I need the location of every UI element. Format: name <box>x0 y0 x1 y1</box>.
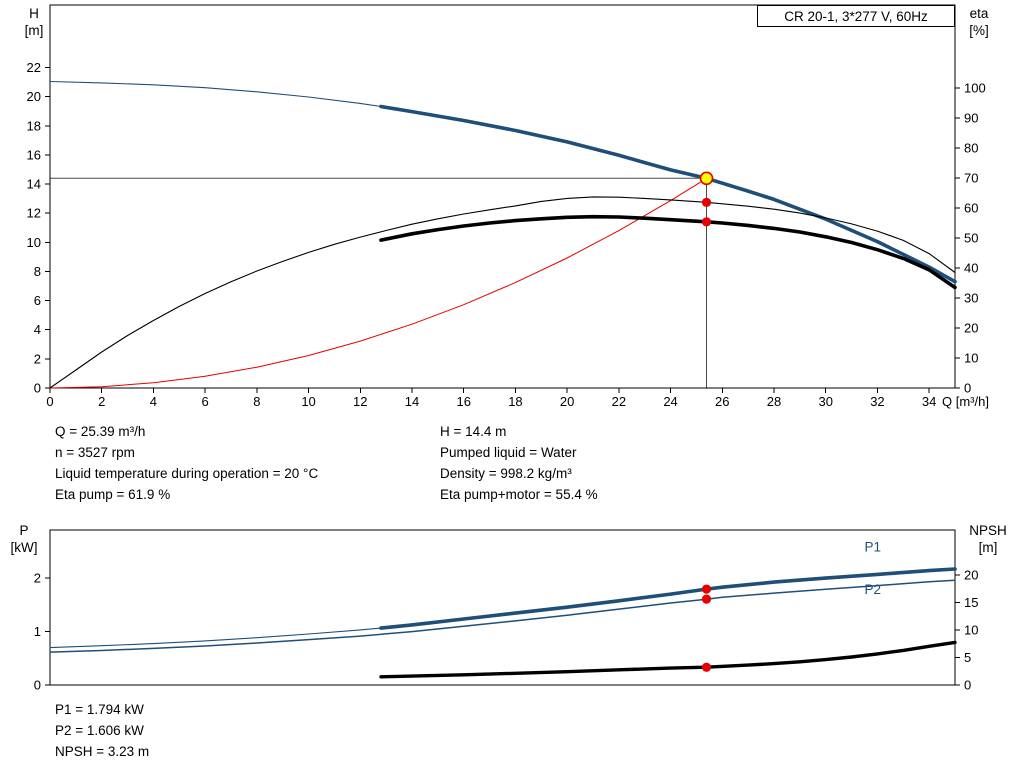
svg-text:0: 0 <box>964 381 971 396</box>
svg-text:80: 80 <box>964 141 978 156</box>
svg-text:16: 16 <box>27 147 41 162</box>
npsh-point <box>701 662 712 672</box>
svg-text:10: 10 <box>27 235 41 250</box>
svg-text:30: 30 <box>818 394 832 409</box>
p1-point <box>701 584 712 594</box>
info-head: H = 14.4 m <box>440 424 507 439</box>
svg-text:24: 24 <box>663 394 677 409</box>
eta-pump-curve <box>49 196 956 389</box>
svg-text:14: 14 <box>27 177 41 192</box>
p2-curve <box>49 579 956 653</box>
info-column-right: H = 14.4 m Pumped liquid = Water Density… <box>440 421 598 505</box>
svg-text:20: 20 <box>964 568 978 583</box>
info-density: Density = 998.2 kg/m³ <box>440 466 572 481</box>
svg-text:10: 10 <box>964 623 978 638</box>
svg-text:12: 12 <box>27 206 41 221</box>
p1-curve-low-flow <box>49 627 382 649</box>
npsh-curve <box>379 640 957 679</box>
svg-text:5: 5 <box>964 650 971 665</box>
eta-pump-motor-point <box>701 217 712 227</box>
npsh-axis-title: NPSH [m] <box>960 522 1016 556</box>
svg-text:60: 60 <box>964 201 978 216</box>
info-eta-pump: Eta pump = 61.9 % <box>55 487 171 502</box>
npsh-axis-unit: [m] <box>978 540 998 555</box>
info-flow: Q = 25.39 m³/h <box>55 424 146 439</box>
info-temperature: Liquid temperature during operation = 20… <box>55 466 319 481</box>
eta-axis-title: eta [%] <box>956 5 1002 39</box>
svg-text:4: 4 <box>150 394 157 409</box>
svg-text:1: 1 <box>34 624 41 639</box>
npsh-axis-label: NPSH <box>969 523 1007 538</box>
svg-text:6: 6 <box>202 394 209 409</box>
svg-text:20: 20 <box>27 89 41 104</box>
svg-text:16: 16 <box>456 394 470 409</box>
h-axis-unit: [m] <box>24 23 44 38</box>
svg-text:2: 2 <box>34 571 41 586</box>
svg-text:40: 40 <box>964 261 978 276</box>
eta-axis-unit: [%] <box>969 23 989 38</box>
svg-text:28: 28 <box>767 394 781 409</box>
p-axis-unit: [kW] <box>10 540 38 555</box>
info-speed: n = 3527 rpm <box>55 445 135 460</box>
svg-text:12: 12 <box>353 394 367 409</box>
svg-text:10: 10 <box>301 394 315 409</box>
info-eta-pump-motor: Eta pump+motor = 55.4 % <box>440 487 598 502</box>
svg-text:14: 14 <box>405 394 419 409</box>
svg-text:8: 8 <box>34 264 41 279</box>
results-block: P1 = 1.794 kW P2 = 1.606 kW NPSH = 3.23 … <box>55 699 149 762</box>
h-axis-label: H <box>29 6 39 21</box>
svg-text:2: 2 <box>98 394 105 409</box>
svg-text:32: 32 <box>870 394 884 409</box>
system-curve <box>49 177 707 389</box>
p1-curve <box>379 567 957 630</box>
result-p2: P2 = 1.606 kW <box>55 723 144 738</box>
series-label-p1: P1 <box>865 539 882 554</box>
svg-text:100: 100 <box>964 81 986 96</box>
svg-text:4: 4 <box>34 322 41 337</box>
svg-text:20: 20 <box>964 321 978 336</box>
svg-text:2: 2 <box>34 351 41 366</box>
svg-text:6: 6 <box>34 293 41 308</box>
svg-text:15: 15 <box>964 595 978 610</box>
svg-text:0: 0 <box>34 678 41 693</box>
svg-text:20: 20 <box>560 394 574 409</box>
result-npsh: NPSH = 3.23 m <box>55 744 150 759</box>
pump-title-box: CR 20-1, 3*277 V, 60Hz <box>757 5 955 27</box>
svg-text:22: 22 <box>27 60 41 75</box>
series-label-p2: P2 <box>865 582 882 597</box>
head-curve-low-flow <box>49 80 382 108</box>
svg-text:90: 90 <box>964 111 978 126</box>
svg-text:34: 34 <box>922 394 936 409</box>
svg-text:10: 10 <box>964 351 978 366</box>
p-axis-label: P <box>19 523 29 538</box>
duty-point <box>699 171 714 186</box>
p2-point <box>701 594 712 604</box>
svg-text:18: 18 <box>508 394 522 409</box>
pump-title-text: CR 20-1, 3*277 V, 60Hz <box>784 8 928 24</box>
info-column-left: Q = 25.39 m³/h n = 3527 rpm Liquid tempe… <box>55 421 318 505</box>
eta-pump-motor-curve <box>379 214 957 290</box>
info-liquid: Pumped liquid = Water <box>440 445 577 460</box>
result-p1: P1 = 1.794 kW <box>55 702 144 717</box>
svg-text:0: 0 <box>46 394 53 409</box>
svg-text:50: 50 <box>964 231 978 246</box>
svg-text:8: 8 <box>253 394 260 409</box>
power-axis-title: P [kW] <box>2 522 46 556</box>
svg-text:0: 0 <box>34 381 41 396</box>
svg-text:26: 26 <box>715 394 729 409</box>
svg-text:30: 30 <box>964 291 978 306</box>
head-curve <box>379 104 957 284</box>
eta-pump-point <box>701 197 712 207</box>
svg-text:18: 18 <box>27 118 41 133</box>
svg-text:Q [m³/h]: Q [m³/h] <box>942 394 989 409</box>
hq-eta-chart: 0246810121416182022010203040506070809010… <box>27 4 989 409</box>
head-axis-title: H [m] <box>12 5 56 39</box>
svg-text:22: 22 <box>612 394 626 409</box>
eta-axis-label: eta <box>969 6 989 21</box>
svg-text:0: 0 <box>964 678 971 693</box>
svg-text:70: 70 <box>964 171 978 186</box>
